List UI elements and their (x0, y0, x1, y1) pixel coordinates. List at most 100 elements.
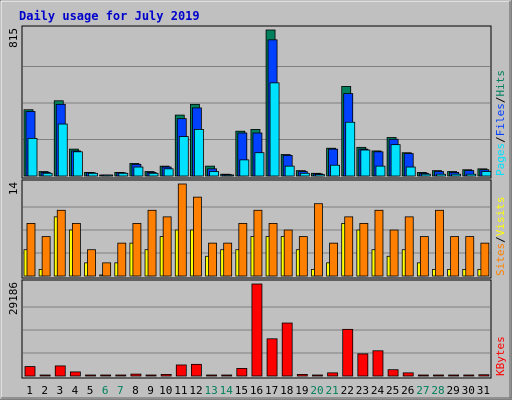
bar-sites-day-9 (147, 209, 157, 277)
day-label-11: 11 (174, 384, 187, 397)
panel-visits-bars (23, 183, 490, 277)
bar-kbytes-day-2 (39, 374, 51, 377)
day-label-8: 8 (132, 384, 139, 397)
day-label-4: 4 (72, 384, 79, 397)
panel-hits-files-pages: 815 Pages/Files/Hits (7, 25, 507, 179)
day-label-22: 22 (341, 384, 354, 397)
chart-title: Daily usage for July 2019 (19, 9, 200, 23)
bar-pages-day-14 (224, 174, 235, 177)
bar-kbytes-day-28 (433, 374, 444, 377)
bar-pages-day-16 (254, 152, 265, 177)
panel-kbytes: 29186 KBytes (7, 279, 507, 379)
day-label-20: 20 (310, 384, 323, 397)
bar-sites-day-25 (389, 229, 399, 277)
bar-pages-day-1 (27, 137, 38, 177)
bar-sites-day-19 (298, 236, 308, 277)
bar-kbytes-day-16 (251, 283, 263, 377)
bar-pages-day-5 (88, 172, 98, 177)
bar-pages-day-19 (299, 172, 310, 177)
bar-sites-day-17 (268, 223, 278, 277)
day-label-16: 16 (250, 384, 263, 397)
bar-kbytes-day-31 (478, 374, 490, 377)
day-label-13: 13 (204, 384, 217, 397)
y-max-label-hits: 815 (7, 28, 20, 48)
y-max-label-kbytes: 29186 (7, 282, 20, 315)
legend-item: Sites (494, 243, 507, 276)
day-label-6: 6 (102, 384, 109, 397)
bar-pages-day-17 (269, 82, 280, 177)
legend-item: / (494, 97, 507, 104)
bar-kbytes-day-19 (296, 374, 308, 377)
bar-kbytes-day-13 (206, 374, 217, 377)
legend-item: / (494, 236, 507, 243)
bar-pages-day-30 (466, 173, 477, 177)
bar-pages-day-24 (375, 165, 386, 177)
bar-pages-day-27 (420, 173, 431, 177)
bar-kbytes-day-7 (115, 374, 127, 377)
day-label-17: 17 (265, 384, 278, 397)
bar-kbytes-day-9 (145, 374, 157, 377)
bar-pages-day-10 (163, 168, 174, 177)
bar-sites-day-12 (193, 196, 202, 277)
bar-sites-day-18 (283, 229, 293, 277)
day-label-1: 1 (26, 384, 33, 397)
day-label-15: 15 (235, 384, 248, 397)
day-label-2: 2 (41, 384, 48, 397)
legend-item: Visits (494, 197, 507, 237)
day-label-29: 29 (447, 384, 460, 397)
bar-sites-day-13 (208, 242, 217, 277)
day-label-9: 9 (147, 384, 154, 397)
legend-item: / (494, 136, 507, 143)
bar-kbytes-day-6 (100, 374, 112, 377)
day-label-25: 25 (386, 384, 399, 397)
day-label-30: 30 (462, 384, 475, 397)
bar-kbytes-day-21 (327, 372, 338, 377)
y-max-label-visits: 14 (7, 182, 20, 196)
bar-pages-day-25 (390, 144, 401, 177)
bar-pages-day-31 (481, 171, 492, 177)
bar-sites-day-28 (435, 209, 444, 277)
bar-kbytes-day-22 (342, 328, 354, 377)
bar-kbytes-day-4 (69, 371, 81, 377)
bar-pages-day-20 (315, 174, 325, 177)
day-label-24: 24 (371, 384, 385, 397)
bar-pages-day-13 (209, 171, 219, 177)
bar-sites-day-7 (117, 242, 127, 277)
day-label-18: 18 (280, 384, 293, 397)
bar-pages-day-26 (405, 166, 416, 177)
bar-kbytes-day-15 (236, 368, 248, 377)
bar-sites-day-16 (253, 209, 263, 277)
bar-sites-day-3 (56, 209, 66, 277)
panel-hits-bars (23, 29, 492, 177)
bar-kbytes-day-29 (448, 374, 460, 377)
bar-pages-day-4 (72, 151, 83, 177)
bar-kbytes-day-10 (160, 374, 172, 377)
bar-pages-day-2 (42, 172, 53, 177)
bar-kbytes-day-5 (85, 374, 96, 377)
bar-pages-day-8 (133, 166, 144, 177)
bar-kbytes-day-23 (357, 353, 369, 377)
bar-kbytes-day-30 (463, 374, 475, 377)
bar-sites-day-27 (419, 236, 429, 277)
bar-sites-day-2 (41, 236, 51, 277)
bar-pages-day-3 (57, 123, 68, 177)
bar-pages-day-15 (239, 159, 250, 177)
day-label-14: 14 (220, 384, 234, 397)
bar-kbytes-day-14 (221, 374, 233, 377)
day-label-12: 12 (189, 384, 202, 397)
bar-kbytes-day-26 (402, 372, 414, 377)
x-axis-day-labels: 1 2 3 4 5 6 7 8 9 10 11 12 13 14 15 16 17 18 19 20 21 22 23 24 2… (26, 384, 490, 397)
bar-kbytes-day-25 (387, 369, 399, 377)
bar-sites-day-31 (480, 242, 490, 277)
bar-sites-day-15 (238, 223, 248, 277)
day-label-31: 31 (477, 384, 490, 397)
bar-sites-day-21 (329, 242, 338, 277)
bar-sites-day-14 (223, 242, 233, 277)
day-label-28: 28 (431, 384, 444, 397)
bar-pages-day-7 (118, 172, 129, 177)
bar-kbytes-day-3 (54, 365, 66, 377)
bar-pages-day-21 (330, 164, 340, 177)
bar-sites-day-11 (177, 183, 187, 277)
bar-pages-day-12 (194, 129, 204, 177)
